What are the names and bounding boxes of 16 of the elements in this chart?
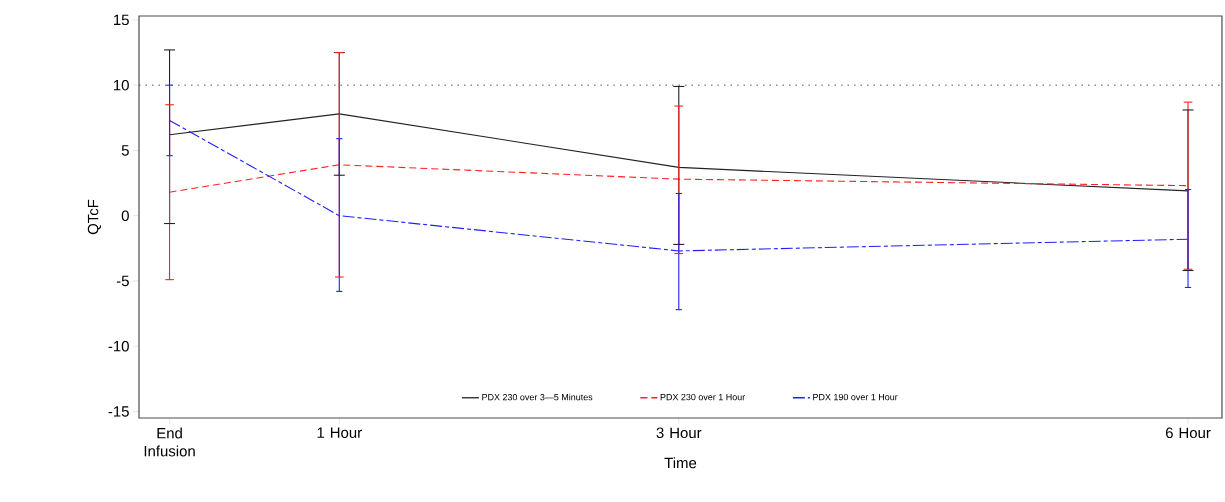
legend-label: PDX 190 over 1 Hour [813, 393, 898, 401]
legend-label: PDX 230 over 3—5 Minutes [482, 393, 593, 401]
x-axis-title: Time [664, 457, 697, 469]
x-tick-label: 3 Hour [656, 427, 702, 439]
y-axis-title: QTcF [87, 199, 102, 235]
legend-label: PDX 230 over 1 Hour [660, 393, 746, 401]
y-tick-label: 0 [121, 210, 129, 221]
y-tick-label: -5 [116, 275, 129, 287]
y-tick-label: 10 [114, 79, 129, 91]
y-tick-label: 5 [121, 145, 129, 156]
x-tick-label: 1 Hour [317, 427, 362, 438]
x-tick-label: 6 Hour [1165, 427, 1211, 439]
y-tick-label: -10 [108, 340, 129, 352]
y-tick-label: -15 [108, 406, 129, 417]
x-tick-label: End Infusion [144, 427, 195, 457]
y-tick-label: 15 [114, 14, 129, 26]
